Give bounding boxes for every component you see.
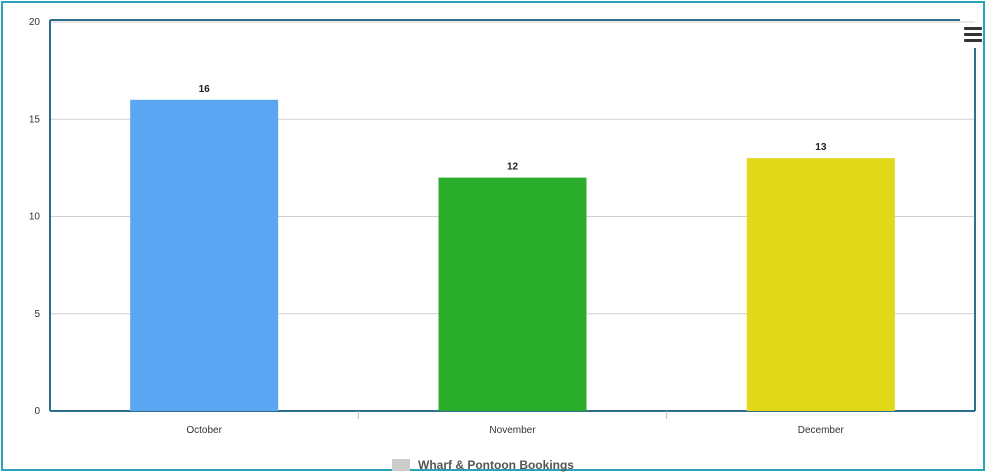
y-tick-label: 10 [29,212,41,223]
labels: 0 5 10 15 20 16 October 12 November 13 December [29,17,845,436]
legend-label: Wharf & Pontoon Bookings [418,458,574,472]
y-tick-label: 20 [29,17,41,28]
x-tick-label: October [186,425,222,436]
data-label: 12 [507,162,519,173]
bar-december[interactable] [746,158,895,411]
y-tick-label: 0 [34,406,40,417]
data-label: 16 [199,84,211,95]
hamburger-menu-icon[interactable] [962,24,986,46]
x-tick-label: November [489,425,536,436]
legend-item[interactable]: Wharf & Pontoon Bookings [392,457,574,473]
y-tick-label: 5 [34,309,40,320]
data-label: 13 [815,142,827,153]
legend-swatch [392,459,410,471]
bars [130,99,895,412]
x-tick-label: December [798,425,845,436]
bar-october[interactable] [130,99,279,412]
y-tick-label: 15 [29,114,41,125]
bar-november[interactable] [438,177,587,411]
